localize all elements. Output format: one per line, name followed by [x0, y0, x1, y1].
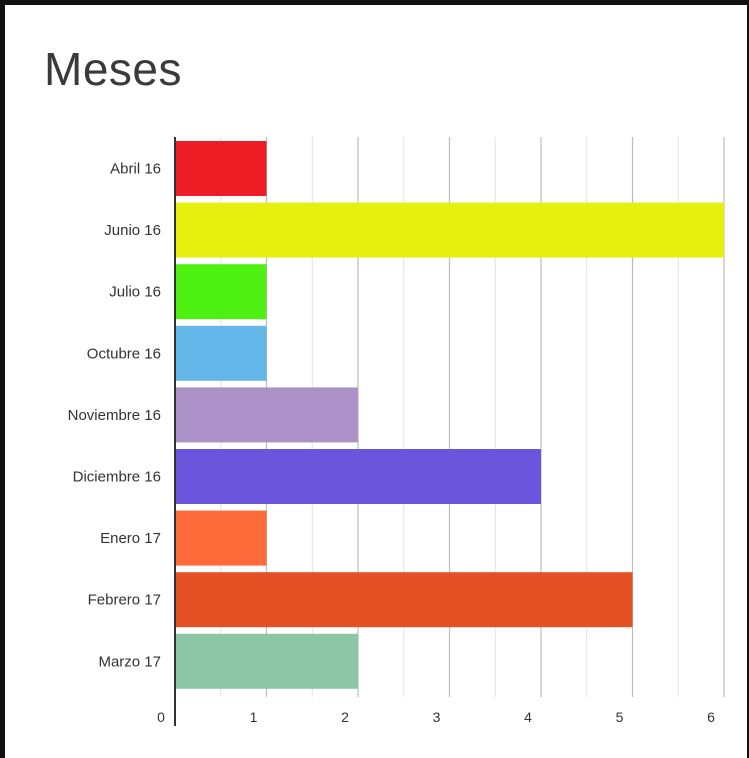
- bar: [175, 387, 358, 443]
- bar: [175, 202, 724, 258]
- x-tick-labels: 0 1 2 3 4 5 6: [157, 709, 715, 725]
- bar: [175, 572, 633, 628]
- category-label: Abril 16: [110, 161, 161, 178]
- bar: [175, 510, 267, 566]
- category-labels: Abril 16 Junio 16 Julio 16 Octubre 16 Noviem…: [68, 161, 161, 671]
- category-label: Noviembre 16: [68, 407, 161, 424]
- bar: [175, 633, 358, 689]
- category-label: Diciembre 16: [73, 469, 161, 486]
- bar: [175, 325, 267, 381]
- bar: [175, 449, 541, 504]
- bars: [175, 141, 724, 689]
- category-label: Marzo 17: [98, 653, 161, 670]
- x-tick-label: 0: [157, 709, 165, 725]
- category-label: Febrero 17: [88, 592, 161, 609]
- x-tick-label: 6: [707, 709, 715, 725]
- category-label: Junio 16: [104, 222, 161, 239]
- x-tick-label: 3: [433, 709, 441, 725]
- bar: [175, 264, 267, 320]
- x-tick-label: 4: [524, 709, 532, 725]
- x-tick-label: 2: [341, 709, 349, 725]
- category-label: Octubre 16: [87, 345, 161, 362]
- x-tick-label: 5: [616, 709, 624, 725]
- category-label: Enero 17: [100, 530, 161, 547]
- bar: [175, 141, 267, 196]
- category-label: Julio 16: [109, 284, 161, 301]
- x-tick-label: 1: [250, 709, 258, 725]
- chart-title: Meses: [44, 43, 182, 95]
